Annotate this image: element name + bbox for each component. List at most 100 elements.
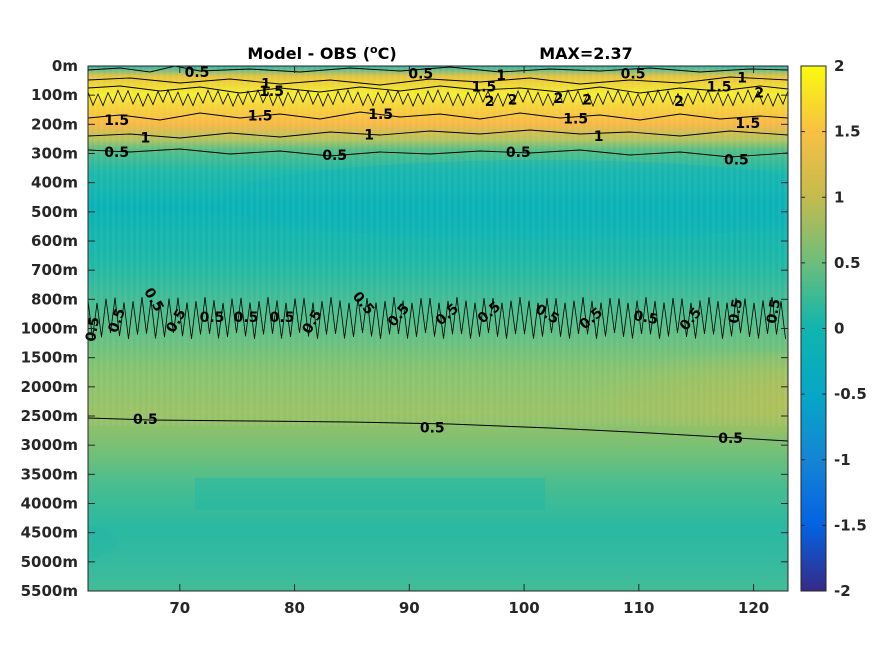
contour-0.5-deep bbox=[88, 417, 788, 442]
stripe bbox=[616, 66, 619, 426]
stripe bbox=[610, 66, 613, 426]
contour-label-band: 0.5 bbox=[632, 308, 659, 328]
stripe bbox=[484, 66, 487, 426]
stripe bbox=[316, 66, 319, 426]
contour-label: 1.5 bbox=[707, 79, 732, 95]
x-tick-label: 70 bbox=[169, 599, 190, 617]
stripe bbox=[160, 66, 163, 426]
stripe bbox=[436, 66, 439, 426]
y-tick-label: 0m bbox=[52, 57, 78, 75]
stripe bbox=[514, 66, 517, 426]
stripe bbox=[334, 66, 337, 426]
stripe bbox=[328, 66, 331, 426]
contour-label-band: 0.5 bbox=[234, 310, 259, 326]
contour-1.5-lower bbox=[88, 111, 788, 121]
stripe bbox=[478, 66, 481, 426]
stripe bbox=[652, 66, 655, 426]
stripe bbox=[184, 66, 187, 426]
stripe bbox=[178, 66, 181, 426]
contour-label-band: 0.5 bbox=[105, 306, 129, 335]
stripe bbox=[598, 66, 601, 426]
stripe bbox=[688, 66, 691, 426]
stripe bbox=[418, 66, 421, 426]
stripe bbox=[268, 66, 271, 426]
stripe bbox=[784, 66, 787, 426]
contour-label: 0.5 bbox=[724, 152, 749, 168]
stripe bbox=[760, 66, 763, 426]
y-tick-label: 300m bbox=[31, 145, 78, 163]
contour-label: 2 bbox=[754, 85, 764, 101]
stripe bbox=[202, 66, 205, 426]
stripe bbox=[130, 66, 133, 426]
contour-label: 1.5 bbox=[735, 116, 760, 132]
colorbar-tick-label: 1.5 bbox=[834, 123, 861, 141]
contour-1-upper bbox=[88, 76, 788, 86]
colorbar-tick-label: 2 bbox=[834, 57, 844, 75]
stripe bbox=[100, 66, 103, 426]
stripe bbox=[724, 66, 727, 426]
contour-2-core bbox=[88, 88, 788, 108]
contour-label: 1 bbox=[594, 129, 604, 145]
y-tick-label: 5500m bbox=[21, 582, 78, 600]
stripe bbox=[472, 66, 475, 426]
contour-label: 1.5 bbox=[248, 109, 273, 125]
x-tick-label: 110 bbox=[623, 599, 654, 617]
y-tick-label: 2000m bbox=[21, 378, 78, 396]
contour-label-band: 0.5 bbox=[726, 298, 746, 325]
stripe bbox=[592, 66, 595, 426]
stripe bbox=[142, 66, 145, 426]
contour-label-band: 0.5 bbox=[764, 298, 784, 325]
y-tick-label: 1000m bbox=[21, 320, 78, 338]
stripe bbox=[94, 66, 97, 426]
contour-0.5-intermediate bbox=[88, 296, 786, 339]
stripe bbox=[694, 66, 697, 426]
stripe bbox=[250, 66, 253, 426]
colorbar-tick-label: 0.5 bbox=[834, 254, 861, 272]
stripe bbox=[646, 66, 649, 426]
stripe bbox=[196, 66, 199, 426]
contour-0.5-surface bbox=[88, 66, 788, 73]
contour-label: 0.5 bbox=[621, 66, 646, 82]
stripe bbox=[628, 66, 631, 426]
contour-0.5-thermocline bbox=[88, 148, 788, 158]
contour-label: 0.5 bbox=[322, 148, 347, 164]
stripe bbox=[430, 66, 433, 426]
colorbar-tick-label: -0.5 bbox=[834, 385, 867, 403]
stripe bbox=[448, 66, 451, 426]
stripe bbox=[682, 66, 685, 426]
contour-1.5-upper bbox=[88, 85, 788, 94]
stripe bbox=[118, 66, 121, 426]
stripe bbox=[358, 66, 361, 426]
stripe bbox=[442, 66, 445, 426]
y-axis: 0m 100m 200m 300m 400m 500m 600m 700m 800m 1000m 1… bbox=[21, 57, 788, 600]
stripe bbox=[214, 66, 217, 426]
max-label: MAX=2.37 bbox=[539, 44, 633, 63]
contour-label: 0.5 bbox=[133, 412, 158, 428]
colorbar: 2 1.5 1 0.5 0 -0.5 -1 -1.5 -2 bbox=[800, 57, 867, 600]
stripe bbox=[154, 66, 157, 426]
stripe bbox=[778, 66, 781, 426]
y-tick-label: 5000m bbox=[21, 553, 78, 571]
stripe bbox=[88, 66, 91, 426]
y-tick-label: 3500m bbox=[21, 465, 78, 483]
stripe bbox=[460, 66, 463, 426]
deep-warm-anomaly bbox=[460, 350, 788, 440]
chart-title: Model - OBS (oC) bbox=[247, 43, 396, 64]
stripe bbox=[148, 66, 151, 426]
stripe bbox=[172, 66, 175, 426]
contour-label: 1 bbox=[141, 130, 151, 146]
stripe bbox=[346, 66, 349, 426]
stripe bbox=[364, 66, 367, 426]
stripe bbox=[670, 66, 673, 426]
stripe bbox=[298, 66, 301, 426]
contour-lines bbox=[88, 66, 788, 442]
abyssal-cool-patch-west bbox=[88, 525, 119, 560]
contour-label: 1.5 bbox=[259, 84, 284, 100]
stripe bbox=[190, 66, 193, 426]
stripe bbox=[574, 66, 577, 426]
abyssal-cool-patch bbox=[195, 478, 545, 510]
stripe bbox=[730, 66, 733, 426]
contour-label: 0.5 bbox=[506, 145, 531, 161]
contour-label: 1.5 bbox=[563, 112, 588, 128]
stripe bbox=[322, 66, 325, 426]
